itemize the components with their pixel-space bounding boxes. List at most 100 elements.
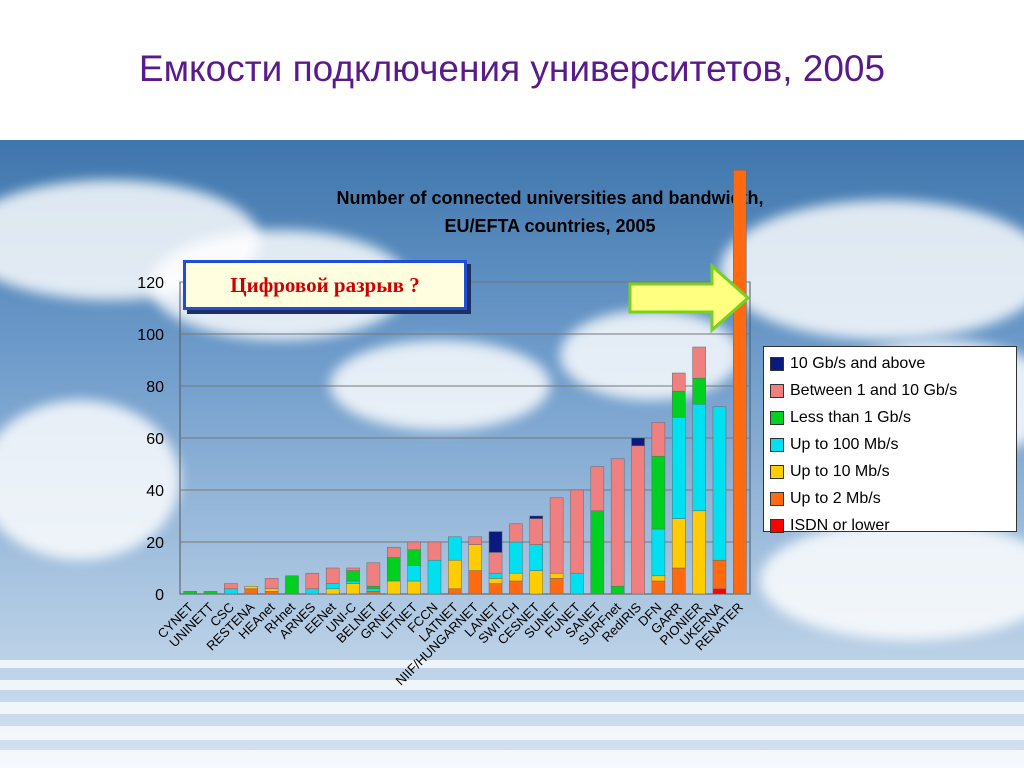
bar-segment <box>509 541 523 574</box>
arrow-icon <box>628 262 751 334</box>
y-tick-label: 40 <box>146 483 164 500</box>
legend-item: ISDN or lower <box>770 512 1010 539</box>
legend-label: Between 1 and 10 Gb/s <box>790 381 958 399</box>
bar-segment <box>285 575 299 595</box>
y-tick-label: 20 <box>146 535 164 552</box>
legend-swatch <box>770 356 784 371</box>
bar-segment <box>488 583 503 595</box>
bar-segment <box>529 570 544 595</box>
bar-segment <box>733 169 747 595</box>
bar-segment <box>651 580 666 595</box>
bar-segment <box>183 591 197 595</box>
bar-segment <box>386 546 401 558</box>
bar-segment <box>407 541 421 551</box>
bar-segment <box>325 588 340 595</box>
bar-segment <box>570 572 584 595</box>
bar-segment <box>346 583 360 595</box>
legend-swatch <box>770 383 784 398</box>
bar-segment <box>549 497 564 574</box>
bar-segment <box>407 549 421 566</box>
bar-segment <box>468 570 482 595</box>
bar-segment <box>610 458 625 587</box>
bar-segment <box>468 536 482 545</box>
bar-segment <box>448 559 462 590</box>
chart-title-line-2: EU/EFTA countries, 2005 <box>444 216 656 236</box>
bar-segment <box>488 552 503 574</box>
chart-title-line-1: Number of connected universities and ban… <box>336 188 764 208</box>
bar-segment <box>488 531 503 553</box>
bar-segment <box>509 572 523 582</box>
bar-segment <box>346 570 360 582</box>
chart-title: Number of connected universities and ban… <box>230 184 870 240</box>
bar-segment <box>407 565 421 582</box>
y-tick-label: 120 <box>137 275 164 292</box>
bar-segment <box>448 588 462 595</box>
callout-text: Цифровой разрыв ? <box>230 272 420 297</box>
slide-title: Емкости подключения университетов, 2005 <box>138 48 886 89</box>
bar-segment <box>671 390 686 418</box>
legend-item: Between 1 and 10 Gb/s <box>770 377 1010 404</box>
bar-segment <box>651 422 666 457</box>
bar-segment <box>549 578 564 595</box>
bar-segment <box>692 403 706 512</box>
legend-label: Up to 100 Mb/s <box>790 435 899 453</box>
legend-item: Up to 100 Mb/s <box>770 431 1010 458</box>
bar-segment <box>671 416 686 519</box>
y-tick-label: 0 <box>155 587 164 604</box>
bar-segment <box>244 588 259 595</box>
y-tick-label: 100 <box>137 327 164 344</box>
legend-label: Less than 1 Gb/s <box>790 408 911 426</box>
bar-segment <box>427 559 442 595</box>
arrow-layer <box>628 262 751 334</box>
bar-segment <box>631 445 645 595</box>
bar-segment <box>366 562 381 587</box>
bar-segment <box>509 523 523 543</box>
bar-segment <box>346 580 360 584</box>
bar-segment <box>488 572 503 579</box>
bar-segment <box>712 406 727 561</box>
bar-segment <box>549 572 564 579</box>
bar-segment <box>590 510 605 595</box>
bar-segment <box>712 559 727 590</box>
bar-segment <box>570 489 584 574</box>
bar-segment <box>366 585 381 590</box>
bar-segment <box>631 437 645 447</box>
bar-segment <box>448 536 462 561</box>
bar-segment <box>712 588 727 595</box>
legend-item: 10 Gb/s and above <box>770 350 1010 377</box>
bar-segment <box>264 591 279 595</box>
bar-segment <box>529 515 544 519</box>
bar-segment <box>427 541 442 561</box>
bar-segment <box>692 510 706 595</box>
legend-swatch <box>770 518 784 533</box>
chart-legend: 10 Gb/s and above Between 1 and 10 Gb/s Le… <box>763 346 1017 534</box>
legend-item: Less than 1 Gb/s <box>770 404 1010 431</box>
bar-segment <box>671 567 686 595</box>
legend-label: Up to 10 Mb/s <box>790 462 890 480</box>
legend-item: Up to 2 Mb/s <box>770 485 1010 512</box>
bar-segment <box>366 588 381 592</box>
bar-segment <box>346 567 360 571</box>
bar-segment <box>244 585 259 590</box>
bar-segment <box>509 580 523 595</box>
bar-segment <box>610 585 625 595</box>
legend-label: 10 Gb/s and above <box>790 354 926 372</box>
bar-segment <box>651 528 666 577</box>
bar-segment <box>692 346 706 379</box>
legend-item: Up to 10 Mb/s <box>770 458 1010 485</box>
y-tick-label: 80 <box>146 379 164 396</box>
bar-segment <box>590 466 605 512</box>
bar-segment <box>386 557 401 582</box>
bars-layer <box>183 169 747 595</box>
bar-segment <box>407 580 421 595</box>
bar-segment <box>651 575 666 582</box>
bar-segment <box>264 578 279 590</box>
bar-segment <box>325 583 340 590</box>
legend-label: ISDN or lower <box>790 516 890 534</box>
bar-segment <box>224 588 238 595</box>
bar-segment <box>468 544 482 571</box>
bar-segment <box>529 544 544 571</box>
bar-segment <box>325 567 340 584</box>
bar-segment <box>305 572 320 590</box>
